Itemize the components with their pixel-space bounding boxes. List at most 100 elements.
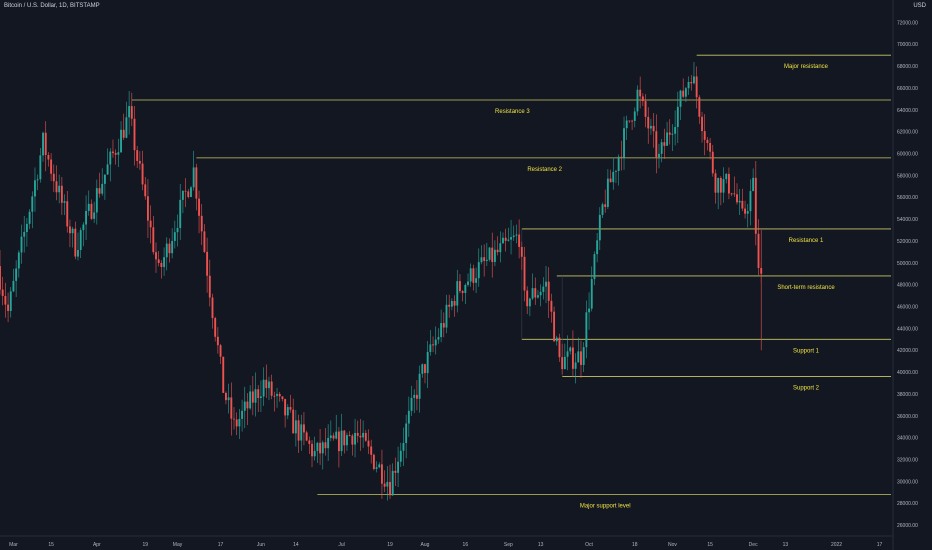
candle-body bbox=[741, 200, 744, 209]
candle-body bbox=[378, 464, 381, 468]
candle-body bbox=[520, 246, 523, 257]
candle-body bbox=[539, 291, 542, 296]
candle-body bbox=[649, 125, 652, 129]
candle-body bbox=[208, 275, 211, 298]
time-tick-label: 2022 bbox=[831, 542, 842, 548]
candle-body bbox=[149, 220, 152, 228]
candle-body bbox=[243, 401, 246, 411]
price-tick-label: 42000.00 bbox=[897, 348, 918, 354]
candle-body bbox=[356, 432, 359, 436]
price-tick-label: 34000.00 bbox=[897, 436, 918, 442]
candle-body bbox=[28, 211, 31, 224]
candle-body bbox=[483, 257, 486, 261]
candle-body bbox=[337, 431, 340, 452]
candle-body bbox=[71, 228, 74, 234]
candle-body bbox=[418, 373, 421, 399]
candle-body bbox=[25, 223, 28, 232]
candle-body bbox=[445, 304, 448, 328]
candle-body bbox=[324, 442, 327, 449]
candle-body bbox=[93, 212, 96, 219]
candle-body bbox=[475, 278, 478, 283]
time-tick-label: 19 bbox=[387, 542, 393, 548]
candle-body bbox=[34, 180, 36, 197]
candle-body bbox=[472, 268, 475, 283]
level-label: Resistance 2 bbox=[527, 167, 562, 173]
time-tick-label: Oct bbox=[585, 542, 593, 548]
candle-body bbox=[348, 435, 351, 436]
candle-body bbox=[738, 200, 741, 203]
candle-body bbox=[496, 249, 499, 253]
price-tick-label: 60000.00 bbox=[897, 152, 918, 158]
level-label: Resistance 1 bbox=[789, 238, 824, 244]
time-axis[interactable]: Mar 15 Apr 19 May 17 Jun 14 Jul 19 Aug 16 Sep 13 Oct 18… bbox=[9, 542, 882, 548]
candle-body bbox=[588, 308, 590, 313]
candle-body bbox=[284, 399, 287, 416]
candle-body bbox=[625, 120, 628, 129]
candle-body bbox=[273, 395, 276, 397]
candle-body bbox=[639, 89, 642, 97]
price-tick-label: 36000.00 bbox=[897, 414, 918, 420]
candle-body bbox=[730, 193, 733, 195]
candle-body bbox=[515, 234, 518, 236]
candle-body bbox=[711, 151, 714, 174]
candle-body bbox=[407, 410, 410, 424]
candle-body bbox=[647, 116, 650, 129]
time-tick-label: Aug bbox=[421, 542, 430, 548]
candle-body bbox=[249, 391, 252, 409]
candle-body bbox=[609, 178, 612, 183]
price-tick-label: 26000.00 bbox=[897, 523, 918, 529]
time-tick-label: Mar bbox=[9, 542, 18, 548]
time-tick-label: Dec bbox=[749, 542, 758, 548]
candle-body bbox=[459, 281, 461, 292]
candle-body bbox=[512, 235, 515, 238]
candle-body bbox=[666, 132, 669, 146]
candle-body bbox=[402, 443, 405, 451]
candle-body bbox=[410, 397, 413, 411]
candle-body bbox=[561, 357, 564, 370]
candle-body bbox=[746, 211, 749, 214]
candle-body bbox=[9, 291, 12, 311]
candle-body bbox=[518, 234, 521, 247]
candle-body bbox=[327, 437, 330, 449]
candle-body bbox=[241, 410, 244, 419]
candle-body bbox=[757, 233, 760, 269]
candle-body bbox=[23, 231, 26, 237]
price-tick-label: 54000.00 bbox=[897, 217, 918, 223]
candle-body bbox=[286, 407, 289, 416]
candle-body bbox=[391, 470, 394, 496]
candle-body bbox=[464, 284, 467, 293]
candle-body bbox=[251, 391, 254, 403]
candle-body bbox=[456, 281, 459, 306]
candle-body bbox=[219, 345, 222, 357]
candles bbox=[0, 62, 763, 501]
candle-body bbox=[44, 132, 47, 155]
candle-body bbox=[262, 379, 265, 397]
candle-body bbox=[120, 129, 122, 153]
candle-body bbox=[421, 364, 424, 374]
candle-body bbox=[523, 256, 526, 291]
candle-body bbox=[571, 347, 574, 369]
price-tick-label: 72000.00 bbox=[897, 20, 918, 26]
price-tick-label: 58000.00 bbox=[897, 173, 918, 179]
time-tick-label: 15 bbox=[48, 542, 54, 548]
candle-body bbox=[190, 187, 192, 198]
candle-body bbox=[82, 224, 85, 231]
price-axis[interactable]: 72000.00 70000.00 68000.00 66000.00 64000.00… bbox=[897, 20, 918, 529]
candle-body bbox=[122, 129, 125, 138]
candle-body bbox=[434, 339, 437, 346]
candle-body bbox=[211, 297, 214, 319]
candle-body bbox=[690, 81, 693, 84]
candle-body bbox=[628, 120, 631, 122]
level-label: Support 2 bbox=[793, 385, 820, 391]
candle-body bbox=[206, 251, 209, 276]
time-tick-label: 13 bbox=[783, 542, 789, 548]
candle-body bbox=[491, 247, 494, 262]
candle-body bbox=[176, 228, 179, 233]
candle-body bbox=[606, 178, 609, 207]
candle-body bbox=[405, 423, 408, 444]
candle-body bbox=[426, 351, 429, 374]
candle-body bbox=[297, 420, 300, 441]
candle-body bbox=[480, 257, 483, 263]
level-labels: Major resistance Resistance 3 Resistance 2… bbox=[495, 64, 835, 509]
